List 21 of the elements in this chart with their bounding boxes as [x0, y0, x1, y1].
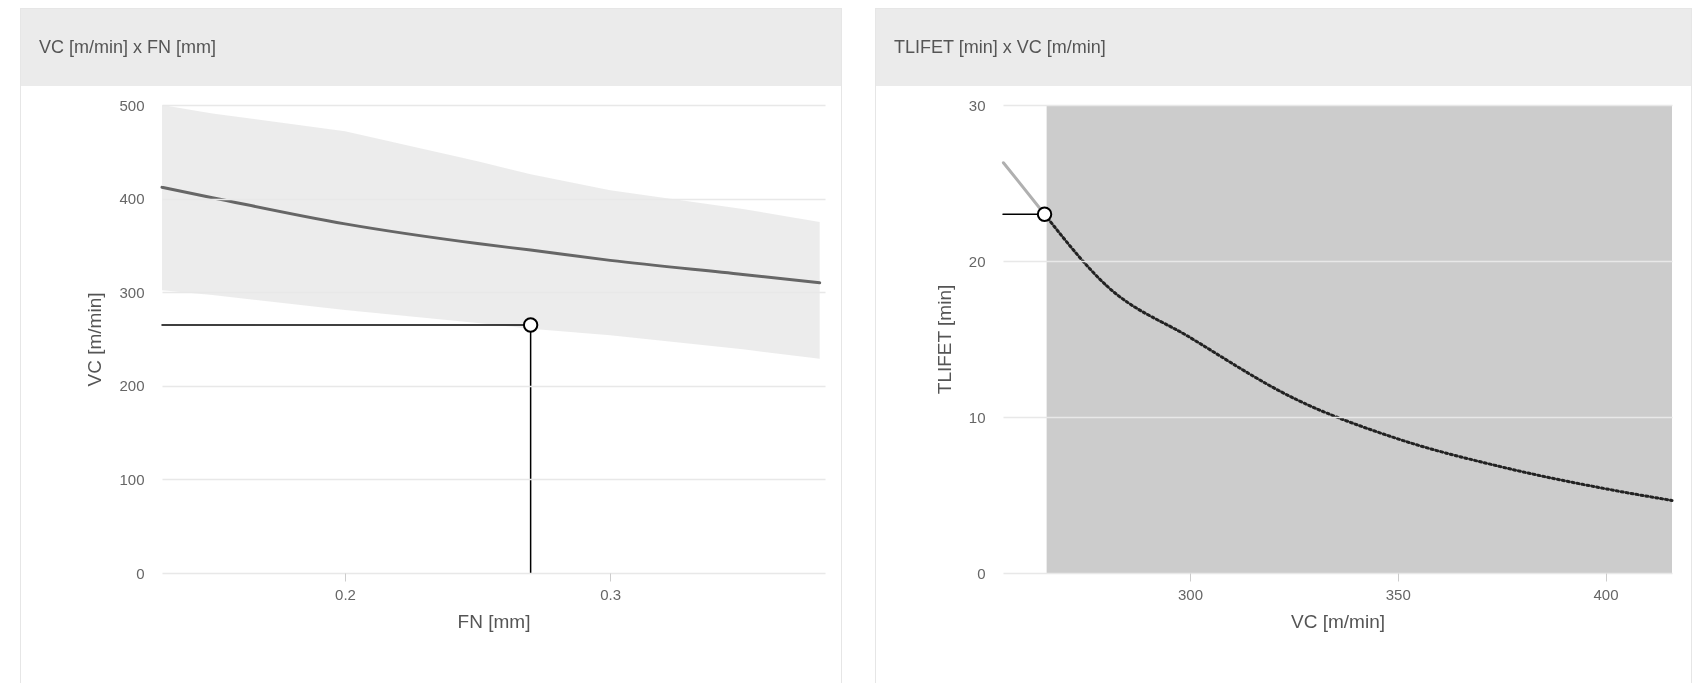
- y-tick-label: 20: [968, 252, 986, 270]
- chart-title: TLIFET [min] x VC [m/min]: [876, 9, 1691, 86]
- x-tick-label: 350: [1385, 585, 1411, 603]
- x-tick-label: 300: [1177, 585, 1203, 603]
- y-tick-label: 10: [968, 408, 986, 426]
- y-tick-label: 100: [119, 470, 145, 488]
- y-tick-label: 500: [119, 96, 145, 114]
- x-axis-title: FN [mm]: [457, 610, 531, 632]
- x-tick-label: 0.3: [600, 585, 622, 603]
- y-tick-label: 200: [119, 377, 145, 395]
- y-axis-title: TLIFET [min]: [933, 284, 955, 395]
- y-tick-label: 300: [119, 283, 145, 301]
- y-axis-title: VC [m/min]: [84, 292, 106, 387]
- y-tick-label: 400: [119, 190, 145, 208]
- chart-title: VC [m/min] x FN [mm]: [21, 9, 841, 86]
- y-tick-label: 0: [136, 564, 145, 582]
- x-axis-title: VC [m/min]: [1291, 610, 1385, 632]
- y-tick-label: 30: [968, 96, 986, 114]
- y-tick-label: 0: [977, 564, 986, 582]
- x-tick-label: 0.2: [335, 585, 356, 603]
- x-tick-label: 400: [1593, 585, 1619, 603]
